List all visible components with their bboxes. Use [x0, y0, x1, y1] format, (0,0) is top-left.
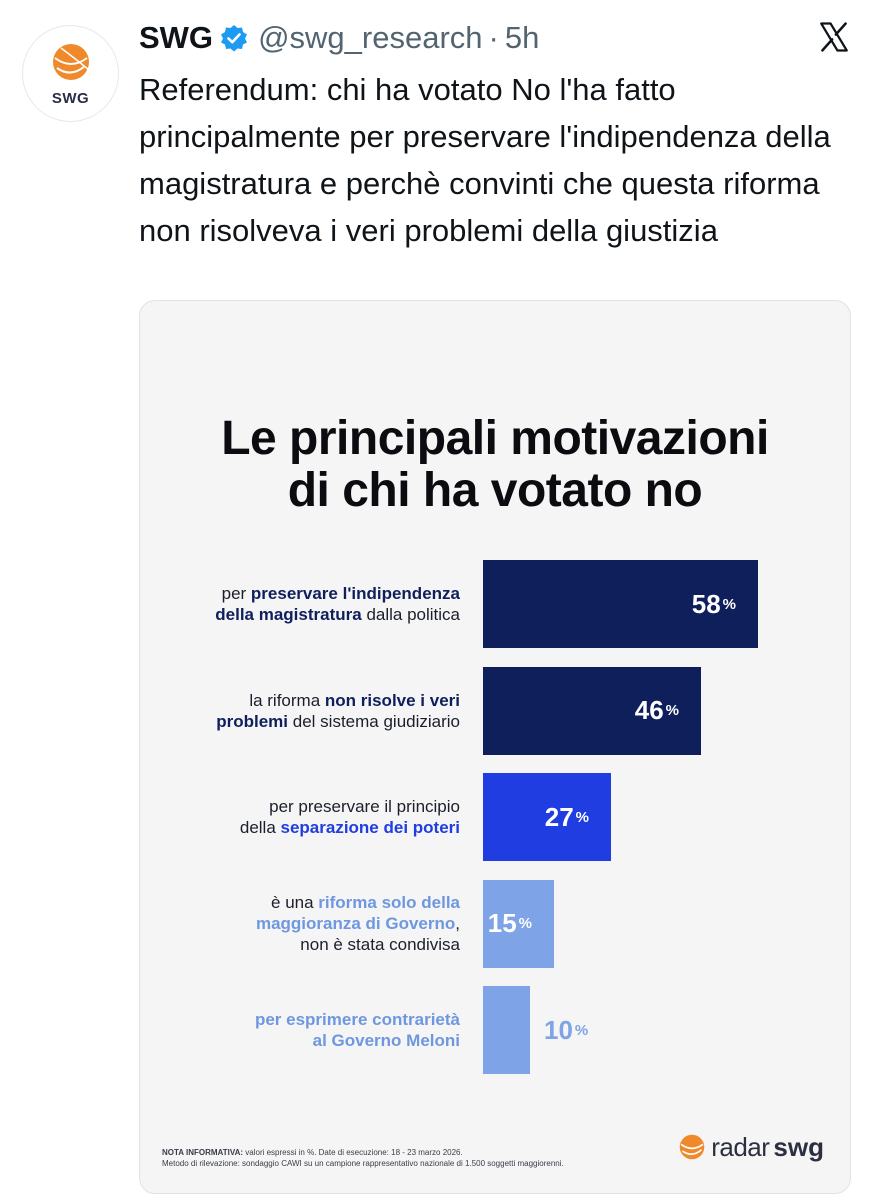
note-line-2: Metodo di rilevazione: sondaggio CAWI su… [162, 1159, 564, 1168]
note-label: NOTA INFORMATIVA: [162, 1148, 244, 1157]
info-note: NOTA INFORMATIVA: valori espressi in %. … [162, 1147, 632, 1169]
bar-category-label: per esprimere contrarietà al Governo Melo… [254, 1010, 460, 1050]
logo-radar-text: radar [711, 1131, 770, 1162]
bar-value-label: 58% [691, 588, 736, 619]
bar-category-label: la riforma non risolve i veri problemi de… [216, 690, 460, 731]
bar-value-label: 46% [634, 695, 679, 725]
radar-swg-logo: radar swg [677, 1129, 824, 1165]
bar [483, 666, 701, 755]
author-row: SWG @swg_research · 5h [139, 16, 539, 60]
bar-category-label: per preservare il principio della separaz… [239, 797, 460, 837]
verified-badge-icon [221, 25, 248, 52]
bar [483, 560, 758, 648]
tweet-text: Referendum: chi ha votato No l'ha fatto … [139, 72, 831, 248]
timestamp[interactable]: 5h [504, 20, 540, 55]
bar-row: la riforma non risolve i veri problemi de… [140, 666, 850, 755]
bar-row: per esprimere contrarietà al Governo Melo… [140, 986, 850, 1074]
bar [483, 773, 611, 861]
chart-headline: Le principali motivazioni di chi ha vota… [140, 413, 850, 517]
media-card[interactable]: Le principali motivazioni di chi ha vota… [139, 300, 851, 1194]
note-line-1: valori espressi in %. Date di esecuzione… [245, 1148, 463, 1157]
bar-row: è una riforma solo della maggioranza di G… [140, 879, 850, 968]
author-name[interactable]: SWG [139, 20, 214, 55]
x-logo-icon[interactable] [817, 20, 851, 54]
avatar[interactable]: SWG [22, 25, 119, 122]
bar-category-label: per preservare l'indipendenza della magis… [215, 584, 460, 624]
headline-line-2: di chi ha votato no [287, 464, 703, 517]
logo-swg-text: swg [773, 1131, 824, 1162]
bar-value-label: 10% [544, 1014, 589, 1045]
bar-row: per preservare l'indipendenza della magis… [140, 560, 850, 648]
bar-value-label: 27% [544, 801, 589, 832]
headline-line-1: Le principali motivazioni [221, 412, 769, 465]
bar-value-label: 15% [487, 908, 532, 938]
swg-globe-icon [679, 1134, 705, 1160]
bar [483, 986, 530, 1074]
separator-dot: · [488, 20, 499, 55]
avatar-label: SWG [51, 90, 90, 107]
bar [483, 879, 554, 968]
swg-globe-icon [53, 44, 90, 80]
author-handle[interactable]: @swg_research [258, 20, 483, 55]
bar-row: per preservare il principio della separaz… [140, 773, 850, 861]
bar-category-label: è una riforma solo della maggioranza di G… [255, 893, 460, 954]
